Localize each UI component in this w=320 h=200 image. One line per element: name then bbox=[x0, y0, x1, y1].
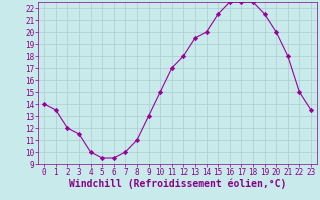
X-axis label: Windchill (Refroidissement éolien,°C): Windchill (Refroidissement éolien,°C) bbox=[69, 179, 286, 189]
